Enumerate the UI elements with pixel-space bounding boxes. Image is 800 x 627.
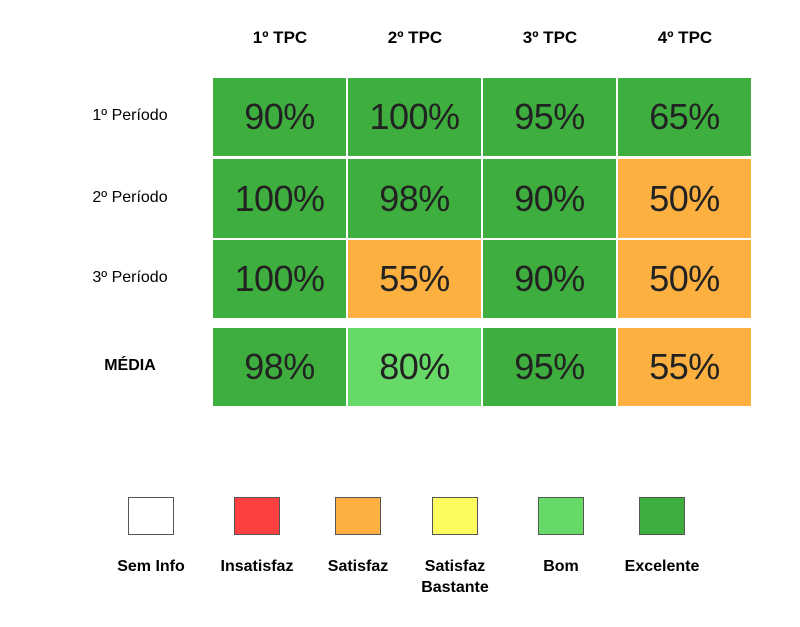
column-header: 1º TPC [252,28,308,47]
heatmap-cell: 90% [213,78,346,156]
heatmap-cell: 100% [213,159,346,238]
column-header: 4º TPC [657,28,713,47]
legend-swatch [335,497,381,535]
legend-swatch [432,497,478,535]
legend-label: Insatisfaz [220,558,294,575]
legend-label: Bom [543,558,579,575]
heatmap-cell: 50% [618,240,751,318]
legend-swatch [128,497,174,535]
legend-label: Satisfaz [327,558,389,575]
column-header: 3º TPC [522,28,578,47]
legend-swatch [538,497,584,535]
heatmap-cell: 65% [618,78,751,156]
heatmap-cell: 55% [618,328,751,406]
legend-swatch [639,497,685,535]
heatmap-cell: 55% [348,240,481,318]
legend-label: Satisfaz Bastante [421,558,489,596]
heatmap-cell: 90% [483,240,616,318]
row-label: MÉDIA [104,357,156,374]
heatmap-cell: 98% [348,159,481,238]
heatmap-cell: 100% [348,78,481,156]
row-label: 2º Período [92,188,168,206]
heatmap-cell: 90% [483,159,616,238]
heatmap-cell: 98% [213,328,346,406]
heatmap-cell: 95% [483,78,616,156]
heatmap-cell: 80% [348,328,481,406]
legend-label: Excelente [624,558,700,575]
heatmap-cell: 50% [618,159,751,238]
legend-label: Sem Info [117,558,185,575]
heatmap-cell: 95% [483,328,616,406]
row-label: 3º Período [92,269,168,286]
heatmap-cell: 100% [213,240,346,318]
column-header: 2º TPC [387,28,443,47]
row-label: 1º Período [92,107,168,124]
legend-swatch [234,497,280,535]
